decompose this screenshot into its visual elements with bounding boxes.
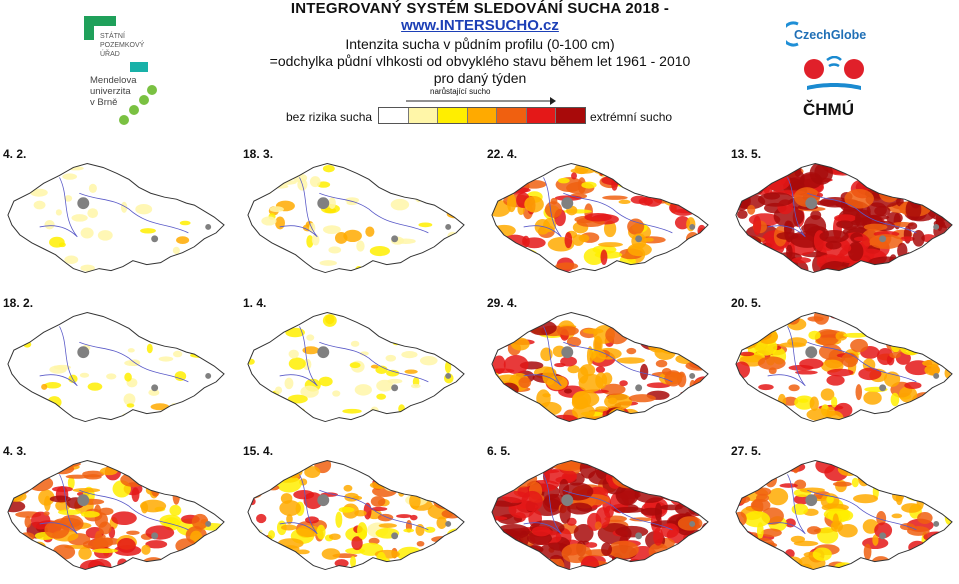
city-marker — [933, 223, 940, 230]
header: INTEGROVANÝ SYSTÉM SLEDOVÁNÍ SUCHA 2018 … — [0, 0, 959, 140]
drought-map-panel: 4. 2. — [0, 147, 230, 287]
page-title: INTEGROVANÝ SYSTÉM SLEDOVÁNÍ SUCHA 2018 … — [290, 0, 670, 17]
czech-republic-map — [7, 459, 225, 571]
city-marker — [561, 346, 574, 359]
panel-date-label: 29. 4. — [487, 296, 518, 310]
city-marker — [689, 223, 696, 230]
drought-map-panel: 18. 3. — [240, 147, 470, 287]
drought-map-panel: 13. 5. — [728, 147, 958, 287]
czech-republic-map — [735, 162, 953, 274]
city-marker — [879, 532, 887, 540]
drought-map-panel: 20. 5. — [728, 296, 958, 436]
czech-republic-map — [247, 311, 465, 423]
city-marker — [77, 494, 90, 507]
czech-republic-map — [491, 459, 709, 571]
panel-date-label: 18. 3. — [243, 147, 274, 161]
city-marker — [391, 532, 399, 540]
legend-swatch — [526, 108, 557, 123]
city-marker — [151, 532, 159, 540]
legend-swatch — [408, 108, 439, 123]
city-marker — [205, 223, 212, 230]
city-marker — [561, 494, 574, 507]
drought-map-panel: 6. 5. — [484, 444, 714, 584]
legend-swatch — [467, 108, 498, 123]
panel-date-label: 18. 2. — [3, 296, 34, 310]
czechglobe-logo: CzechGlobe — [786, 21, 866, 47]
city-marker — [445, 372, 452, 379]
czech-republic-map — [491, 311, 709, 423]
drought-map-panel: 4. 3. — [0, 444, 230, 584]
city-marker — [561, 197, 574, 210]
city-marker — [317, 346, 330, 359]
city-marker — [77, 197, 90, 210]
drought-map-panel: 22. 4. — [484, 147, 714, 287]
czech-republic-map — [247, 162, 465, 274]
panel-date-label: 4. 3. — [3, 444, 27, 458]
drought-map-panel: 29. 4. — [484, 296, 714, 436]
intersucho-link[interactable]: www.INTERSUCHO.cz — [401, 17, 559, 34]
city-marker — [933, 372, 940, 379]
panel-date-label: 15. 4. — [243, 444, 274, 458]
chmu-logo-icon — [804, 56, 864, 90]
city-marker — [205, 520, 212, 527]
drought-map-panel: 1. 4. — [240, 296, 470, 436]
city-marker — [805, 494, 818, 507]
legend-arrow-label: narůstající sucho — [430, 87, 491, 96]
increasing-drought-arrow-icon — [406, 97, 556, 105]
czech-republic-map — [735, 459, 953, 571]
drought-map-panel: 18. 2. — [0, 296, 230, 436]
city-marker — [933, 520, 940, 527]
city-marker — [689, 520, 696, 527]
subtitle-line1: Intenzita sucha v půdním profilu (0-100 … — [345, 36, 615, 52]
city-marker — [805, 197, 818, 210]
city-marker — [445, 520, 452, 527]
mendelu-logo-text: Mendelova univerzita v Brně — [90, 75, 137, 108]
panel-date-label: 22. 4. — [487, 147, 518, 161]
city-marker — [391, 235, 399, 243]
legend-swatch — [556, 108, 586, 123]
czech-republic-map — [735, 311, 953, 423]
legend-swatch — [379, 108, 409, 123]
subtitle-line3: pro daný týden — [433, 70, 527, 86]
czech-republic-map — [7, 162, 225, 274]
city-marker — [635, 235, 643, 243]
city-marker — [445, 223, 452, 230]
czech-republic-map — [247, 459, 465, 571]
city-marker — [879, 384, 887, 392]
panel-date-label: 27. 5. — [731, 444, 762, 458]
city-marker — [151, 384, 159, 392]
legend-swatch — [497, 108, 527, 123]
city-marker — [635, 532, 643, 540]
czech-republic-map — [7, 311, 225, 423]
city-marker — [879, 235, 887, 243]
city-marker — [205, 372, 212, 379]
panel-date-label: 20. 5. — [731, 296, 762, 310]
svg-text:CzechGlobe: CzechGlobe — [794, 28, 866, 42]
subtitle-line2: =odchylka půdní vlhkosti od obvyklého st… — [269, 53, 691, 69]
city-marker — [317, 197, 330, 210]
city-marker — [77, 346, 90, 359]
panel-date-label: 13. 5. — [731, 147, 762, 161]
legend-right-label: extrémní sucho — [590, 110, 673, 124]
drought-map-panel: 15. 4. — [240, 444, 470, 584]
panel-date-label: 1. 4. — [243, 296, 267, 310]
legend-swatch — [438, 108, 468, 123]
city-marker — [317, 494, 330, 507]
panel-date-label: 6. 5. — [487, 444, 511, 458]
legend-left-label: bez rizika sucha — [286, 110, 373, 124]
drought-map-panel: 27. 5. — [728, 444, 958, 584]
spu-logo-text: STÁTNÍ POZEMKOVÝ ÚŘAD — [100, 33, 145, 58]
city-marker — [635, 384, 643, 392]
panel-date-label: 4. 2. — [3, 147, 27, 161]
legend-color-bar — [378, 107, 586, 124]
spu-mendelu-logo — [84, 16, 157, 125]
city-marker — [805, 346, 818, 359]
city-marker — [391, 384, 399, 392]
chmu-logo-text: ČHMÚ — [803, 100, 854, 119]
czech-republic-map — [491, 162, 709, 274]
city-marker — [151, 235, 159, 243]
city-marker — [689, 372, 696, 379]
